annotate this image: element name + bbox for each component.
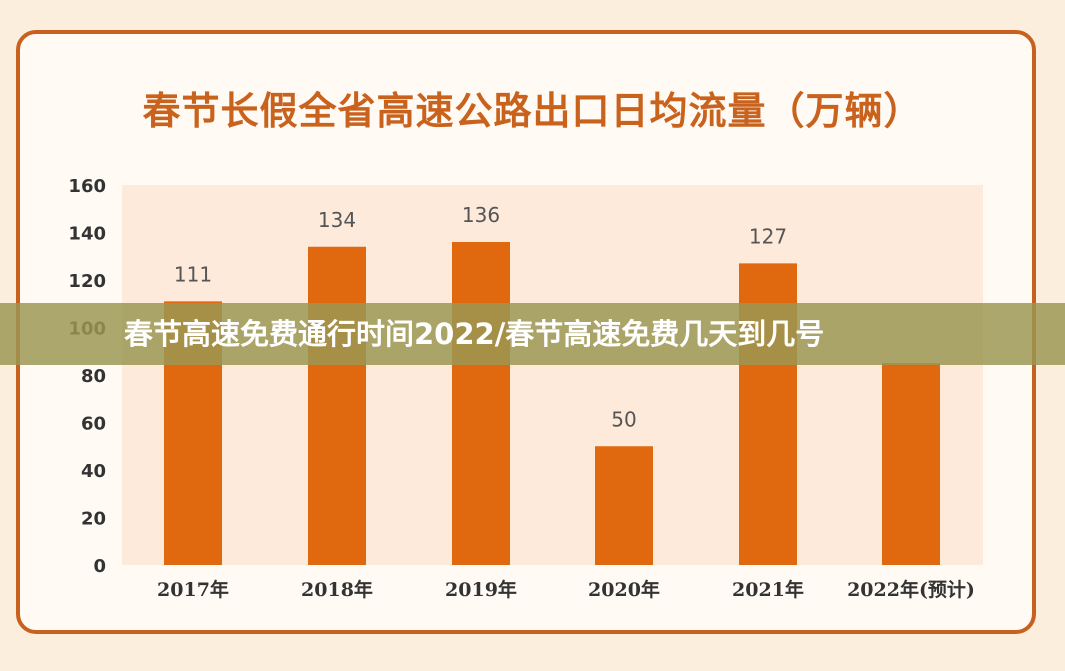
- y-tick-label: 20: [81, 509, 106, 530]
- bar-value-label: 136: [462, 203, 500, 227]
- bar-value-label: 50: [611, 407, 636, 431]
- y-tick-label: 40: [81, 461, 106, 482]
- y-axis-ticks: 020406080100120140160: [68, 176, 106, 577]
- x-tick-label: 2018年: [301, 578, 373, 601]
- y-tick-label: 0: [93, 556, 106, 577]
- x-tick-label: 2021年: [732, 578, 804, 601]
- bar: [595, 446, 653, 565]
- bar-value-label: 134: [318, 208, 356, 232]
- bar: [452, 242, 510, 565]
- y-tick-label: 160: [68, 176, 106, 197]
- bar: [308, 246, 366, 565]
- value-labels: 111 134 136 50 127: [174, 203, 787, 431]
- bar-value-label: 127: [749, 224, 787, 248]
- chart-title: 春节长假全省高速公路出口日均流量（万辆）: [142, 88, 923, 133]
- title-banner: 春节高速免费通行时间2022/春节高速免费几天到几号: [0, 303, 1065, 365]
- y-tick-label: 60: [81, 414, 106, 435]
- bars: [164, 242, 940, 565]
- y-tick-label: 140: [68, 224, 106, 245]
- x-tick-label: 2019年: [445, 578, 517, 601]
- bar-value-label: 111: [174, 262, 212, 286]
- x-tick-label: 2017年: [157, 578, 229, 601]
- bar: [882, 363, 940, 565]
- banner-text: 春节高速免费通行时间2022/春节高速免费几天到几号: [124, 317, 825, 351]
- y-tick-label: 120: [68, 271, 106, 292]
- y-tick-label: 80: [81, 366, 106, 387]
- x-axis-ticks: 2017年 2018年 2019年 2020年 2021年 2022年(预计): [157, 578, 975, 601]
- plot-background: [122, 185, 983, 565]
- x-tick-label: 2022年(预计): [847, 578, 975, 601]
- x-tick-label: 2020年: [588, 578, 660, 601]
